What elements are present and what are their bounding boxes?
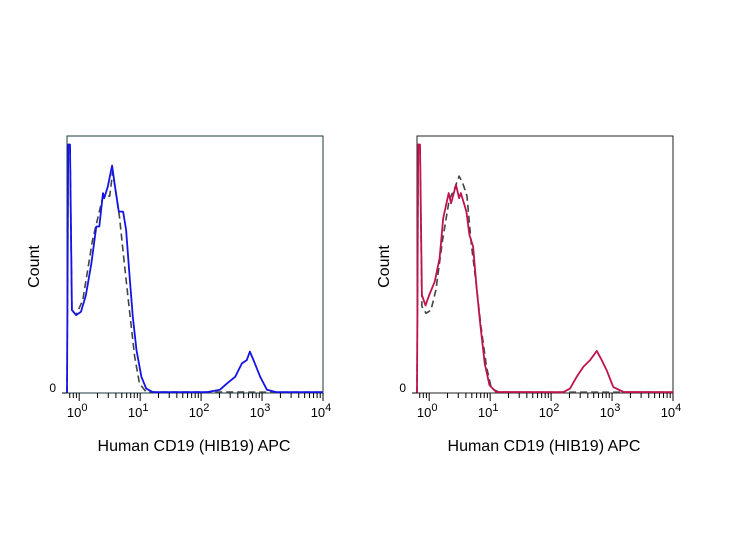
tick-label-exponent: 0 <box>431 402 437 414</box>
isotype-control-line <box>416 143 673 394</box>
x-tick-label: 101 <box>478 402 499 420</box>
tick-label-base: 10 <box>417 405 431 420</box>
x-axis-label: Human CD19 (HIB19) APC <box>98 438 291 455</box>
x-tick-label: 103 <box>250 402 271 420</box>
plot-frame <box>66 135 324 394</box>
x-tick-label: 101 <box>128 402 149 420</box>
tick-label-base: 10 <box>478 405 492 420</box>
tick-label-exponent: 3 <box>614 402 620 414</box>
tick-label-base: 10 <box>67 405 81 420</box>
isotype-control-line <box>66 143 324 394</box>
tick-label-exponent: 3 <box>264 402 270 414</box>
tick-label-base: 10 <box>539 405 553 420</box>
x-tick-label: 100 <box>417 402 438 420</box>
tick-label-exponent: 4 <box>325 402 331 414</box>
x-tick-label: 104 <box>311 402 332 420</box>
y-tick-label: 0 <box>399 381 406 395</box>
stained-sample-line <box>66 143 323 394</box>
y-axis-label: Count <box>376 245 393 288</box>
tick-label-base: 10 <box>311 405 325 420</box>
y-tick-label: 0 <box>49 381 56 395</box>
tick-label-base: 10 <box>189 405 203 420</box>
x-tick-label: 102 <box>189 402 210 420</box>
tick-label-exponent: 1 <box>142 402 148 414</box>
tick-label-exponent: 0 <box>81 402 87 414</box>
x-tick-label: 103 <box>600 402 621 420</box>
stained-sample-line <box>416 143 674 394</box>
tick-label-exponent: 2 <box>553 402 559 414</box>
tick-label-exponent: 2 <box>203 402 209 414</box>
tick-label-base: 10 <box>128 405 142 420</box>
x-tick-label: 100 <box>67 402 88 420</box>
x-tick-label: 104 <box>661 402 682 420</box>
plot-frame <box>416 135 674 394</box>
tick-label-exponent: 4 <box>675 402 681 414</box>
x-tick-label: 102 <box>539 402 560 420</box>
tick-label-base: 10 <box>661 405 675 420</box>
x-axis-label: Human CD19 (HIB19) APC <box>448 438 641 455</box>
tick-label-base: 10 <box>600 405 614 420</box>
tick-label-exponent: 1 <box>492 402 498 414</box>
y-axis-label: Count <box>26 245 43 288</box>
tick-label-base: 10 <box>250 405 264 420</box>
